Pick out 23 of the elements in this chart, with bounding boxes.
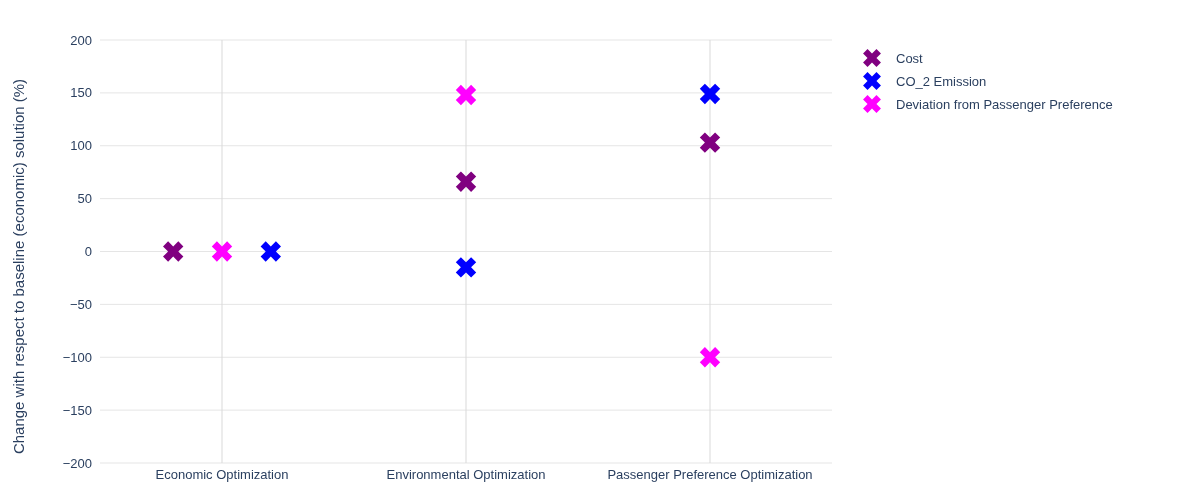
- point: [699, 347, 721, 368]
- y-tick-label: −150: [62, 402, 92, 418]
- legend-label: Cost: [896, 50, 924, 66]
- x-tick-label: Environmental Optimization: [386, 467, 546, 482]
- y-tick-label: 200: [70, 32, 92, 48]
- point: [455, 257, 477, 278]
- legend-label: CO_2 Emission: [896, 73, 987, 89]
- point: [455, 171, 477, 192]
- x-tick-label: Passenger Preference Optimization: [607, 467, 813, 482]
- y-axis-title: Change with respect to baseline (economic) solution (%): [10, 78, 27, 455]
- y-tick-label: 0: [84, 244, 92, 260]
- legend-label: Deviation from Passenger Preference: [896, 96, 1113, 112]
- point: [455, 84, 477, 106]
- x-tick-label: Economic Optimization: [155, 467, 289, 482]
- point: [699, 132, 721, 153]
- y-tick-label: −200: [62, 455, 92, 471]
- point: [699, 83, 721, 105]
- y-tick-label: −100: [62, 349, 92, 365]
- y-tick-label: 100: [70, 138, 92, 154]
- y-tick-label: 50: [77, 191, 92, 207]
- point: [211, 241, 233, 262]
- y-tick-label: −50: [69, 296, 92, 312]
- y-tick-label: 150: [70, 85, 92, 101]
